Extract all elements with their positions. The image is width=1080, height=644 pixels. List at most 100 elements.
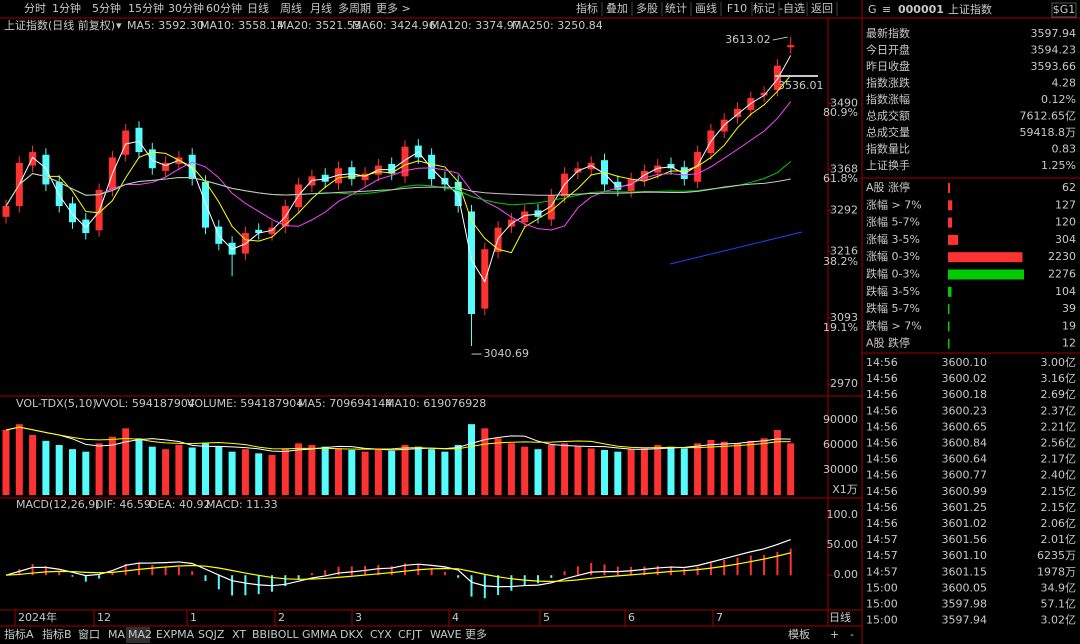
- quote-value: 7612.65亿: [1020, 110, 1077, 123]
- indicator-tab[interactable]: 指标B: [42, 627, 72, 641]
- toolbar-action[interactable]: F10: [727, 2, 747, 15]
- breadth-count: 2230: [1048, 250, 1076, 263]
- toolbar-action[interactable]: 画线: [695, 1, 717, 15]
- volume-bar: [534, 449, 542, 495]
- indicator-tab[interactable]: EXPMA: [156, 628, 195, 641]
- macd-legend: MACD: 11.33: [206, 498, 278, 511]
- tag-box: [1051, 2, 1077, 18]
- candle-body: [401, 146, 409, 177]
- breadth-bar: [948, 321, 950, 332]
- indicator-tab[interactable]: XT: [232, 628, 246, 641]
- volume-bar: [2, 430, 10, 495]
- quote-label: 指数量比: [866, 142, 910, 156]
- toolbar-action[interactable]: 叠加: [606, 2, 628, 15]
- panel-menu[interactable]: ≡: [882, 3, 891, 16]
- volume-bar: [95, 443, 103, 495]
- tick-price: 3600.65: [942, 420, 988, 433]
- tick-price: 3597.94: [942, 614, 988, 627]
- period-tab[interactable]: 60分钟: [206, 1, 242, 15]
- volume-bar: [401, 445, 409, 495]
- tick-time: 14:56: [866, 437, 898, 450]
- toolbar-action[interactable]: 统计: [665, 2, 687, 15]
- tick-price: 3601.56: [942, 533, 988, 546]
- quote-label: 今日开盘: [866, 43, 910, 57]
- fib-tick-label: 38.2%: [823, 255, 858, 268]
- ma-legend: MA5: 3592.30: [127, 19, 204, 32]
- vol-ma-line: [5, 426, 791, 453]
- volume-bar: [494, 438, 502, 495]
- tick-volume: 2.15亿: [1041, 501, 1077, 514]
- indicator-tab[interactable]: MA2: [128, 628, 152, 641]
- tick-price: 3600.23: [942, 404, 988, 417]
- indicator-tab[interactable]: CYX: [370, 628, 392, 641]
- candle-body: [468, 211, 475, 315]
- breadth-bar: [948, 234, 959, 245]
- bottom-control[interactable]: +: [830, 628, 839, 641]
- indicator-tab[interactable]: 窗口: [78, 627, 100, 641]
- period-tab[interactable]: 多周期: [338, 1, 371, 15]
- breadth-label: 跌幅 5-7%: [866, 301, 920, 315]
- bottom-control[interactable]: 模板: [788, 627, 810, 641]
- toolbar-action[interactable]: 指标: [576, 1, 598, 15]
- plot-group: [2, 37, 803, 347]
- tick-volume: 2.69亿: [1041, 388, 1077, 401]
- y-tick-label: 2970: [830, 377, 858, 390]
- bottom-control[interactable]: -: [850, 628, 854, 641]
- candle-body: [667, 163, 675, 169]
- candle-body: [627, 179, 635, 191]
- toolbar-action[interactable]: -自选: [779, 2, 805, 15]
- volume-bar: [454, 445, 462, 495]
- period-tab[interactable]: 5分钟: [92, 1, 121, 15]
- candle-body: [654, 165, 662, 173]
- y-tick-label: 60000: [823, 438, 858, 451]
- y-tick-label: 90000: [823, 413, 858, 426]
- indicator-tab[interactable]: WAVE: [430, 628, 462, 641]
- breadth-count: 19: [1062, 319, 1076, 332]
- volume-bar: [202, 443, 209, 495]
- quote-value: 4.28: [1052, 77, 1077, 90]
- volume-bar: [547, 445, 555, 495]
- tick-price: 3597.98: [942, 598, 988, 611]
- volume-bar: [640, 447, 648, 495]
- volume-bar: [747, 440, 755, 495]
- indicator-tab[interactable]: MA: [108, 628, 125, 641]
- toolbar-action[interactable]: 标记: [753, 1, 775, 15]
- dropdown-icon[interactable]: ▾: [116, 19, 122, 32]
- tick-volume: 2.15亿: [1041, 485, 1077, 498]
- indicator-tab[interactable]: 指标A: [4, 627, 34, 641]
- breadth-count: 304: [1055, 233, 1076, 246]
- toolbar-action[interactable]: 返回: [811, 2, 833, 15]
- period-tab[interactable]: 更多 >: [376, 1, 411, 15]
- period-tab[interactable]: 1分钟: [52, 1, 81, 15]
- candle-body: [547, 195, 555, 220]
- volume-bar: [268, 455, 276, 495]
- annotation: 3536.01: [778, 79, 824, 92]
- date-label: 1: [190, 611, 197, 624]
- volume-bar: [614, 451, 622, 495]
- breadth-label: 跌幅 > 7%: [866, 318, 922, 332]
- vol-legend: MA5: 709694144: [298, 397, 392, 410]
- volume-bar: [255, 453, 263, 495]
- indicator-tab[interactable]: GMMA: [302, 628, 338, 641]
- period-tab[interactable]: 分时: [24, 2, 46, 15]
- period-tab[interactable]: 30分钟: [168, 1, 204, 15]
- period-tab[interactable]: 15分钟: [128, 1, 164, 15]
- period-tab[interactable]: 周线: [280, 1, 302, 15]
- indicator-tab[interactable]: DKX: [340, 628, 364, 641]
- period-tab[interactable]: 月线: [310, 1, 332, 15]
- panel-prefix: G: [868, 3, 877, 16]
- indicator-tab[interactable]: 更多: [465, 627, 487, 641]
- tick-time: 14:56: [866, 485, 898, 498]
- volume-bar: [82, 451, 90, 495]
- fib-tick-label: 61.8%: [823, 172, 858, 185]
- volume-bar: [627, 449, 635, 495]
- breadth-bar: [948, 304, 950, 315]
- indicator-tab[interactable]: SQJZ: [198, 628, 225, 641]
- toolbar-action[interactable]: 多股: [636, 1, 658, 15]
- tick-volume: 3.16亿: [1041, 372, 1077, 385]
- indicator-tab[interactable]: CFJT: [398, 628, 422, 641]
- volume-bar: [694, 443, 702, 495]
- period-tab[interactable]: 日线: [247, 1, 269, 15]
- indicator-tab[interactable]: BBIBOLL: [252, 628, 299, 641]
- breadth-bar: [948, 183, 951, 193]
